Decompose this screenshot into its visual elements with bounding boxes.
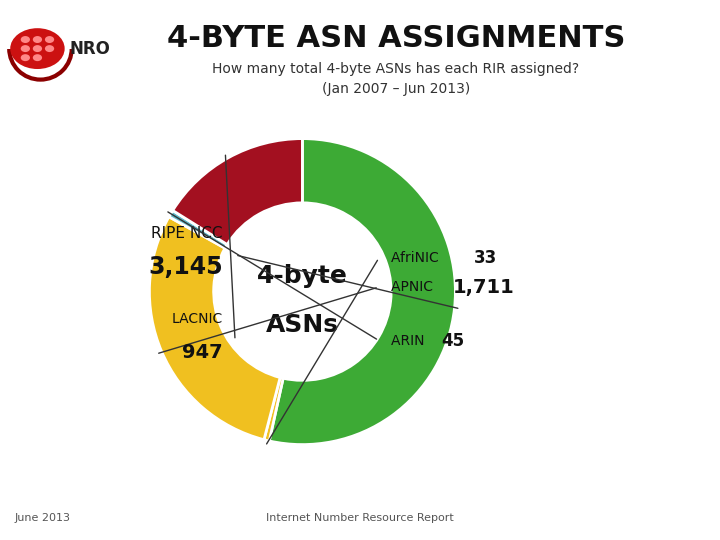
Circle shape xyxy=(10,28,65,69)
Text: RIPE NCC: RIPE NCC xyxy=(151,226,223,241)
Text: 4-BYTE ASN ASSIGNMENTS: 4-BYTE ASN ASSIGNMENTS xyxy=(167,24,625,53)
Circle shape xyxy=(21,45,30,52)
Text: 4-byte: 4-byte xyxy=(257,264,348,288)
Circle shape xyxy=(21,36,30,43)
Text: 3,145: 3,145 xyxy=(148,255,223,279)
Circle shape xyxy=(33,54,42,61)
Wedge shape xyxy=(169,211,228,248)
Text: 947: 947 xyxy=(182,343,223,362)
Wedge shape xyxy=(150,217,280,440)
Circle shape xyxy=(33,36,42,43)
Wedge shape xyxy=(173,139,302,245)
Wedge shape xyxy=(269,139,455,444)
Text: ASNs: ASNs xyxy=(266,313,339,338)
Text: ARIN: ARIN xyxy=(391,334,429,348)
Polygon shape xyxy=(7,11,78,49)
Circle shape xyxy=(45,45,54,52)
Text: June 2013: June 2013 xyxy=(14,514,71,523)
Text: 1,711: 1,711 xyxy=(452,278,514,296)
Text: AfriNIC: AfriNIC xyxy=(391,251,444,265)
Wedge shape xyxy=(264,377,283,441)
Text: 45: 45 xyxy=(441,332,464,349)
Circle shape xyxy=(33,45,42,52)
Text: LACNIC: LACNIC xyxy=(171,312,223,326)
Circle shape xyxy=(45,36,54,43)
Text: 33: 33 xyxy=(474,249,498,267)
Text: How many total 4-byte ASNs has each RIR assigned?
(Jan 2007 – Jun 2013): How many total 4-byte ASNs has each RIR … xyxy=(212,62,580,96)
Circle shape xyxy=(21,54,30,61)
Text: Internet Number Resource Report: Internet Number Resource Report xyxy=(266,514,454,523)
Text: APNIC: APNIC xyxy=(391,280,438,294)
Text: NRO: NRO xyxy=(70,39,111,58)
